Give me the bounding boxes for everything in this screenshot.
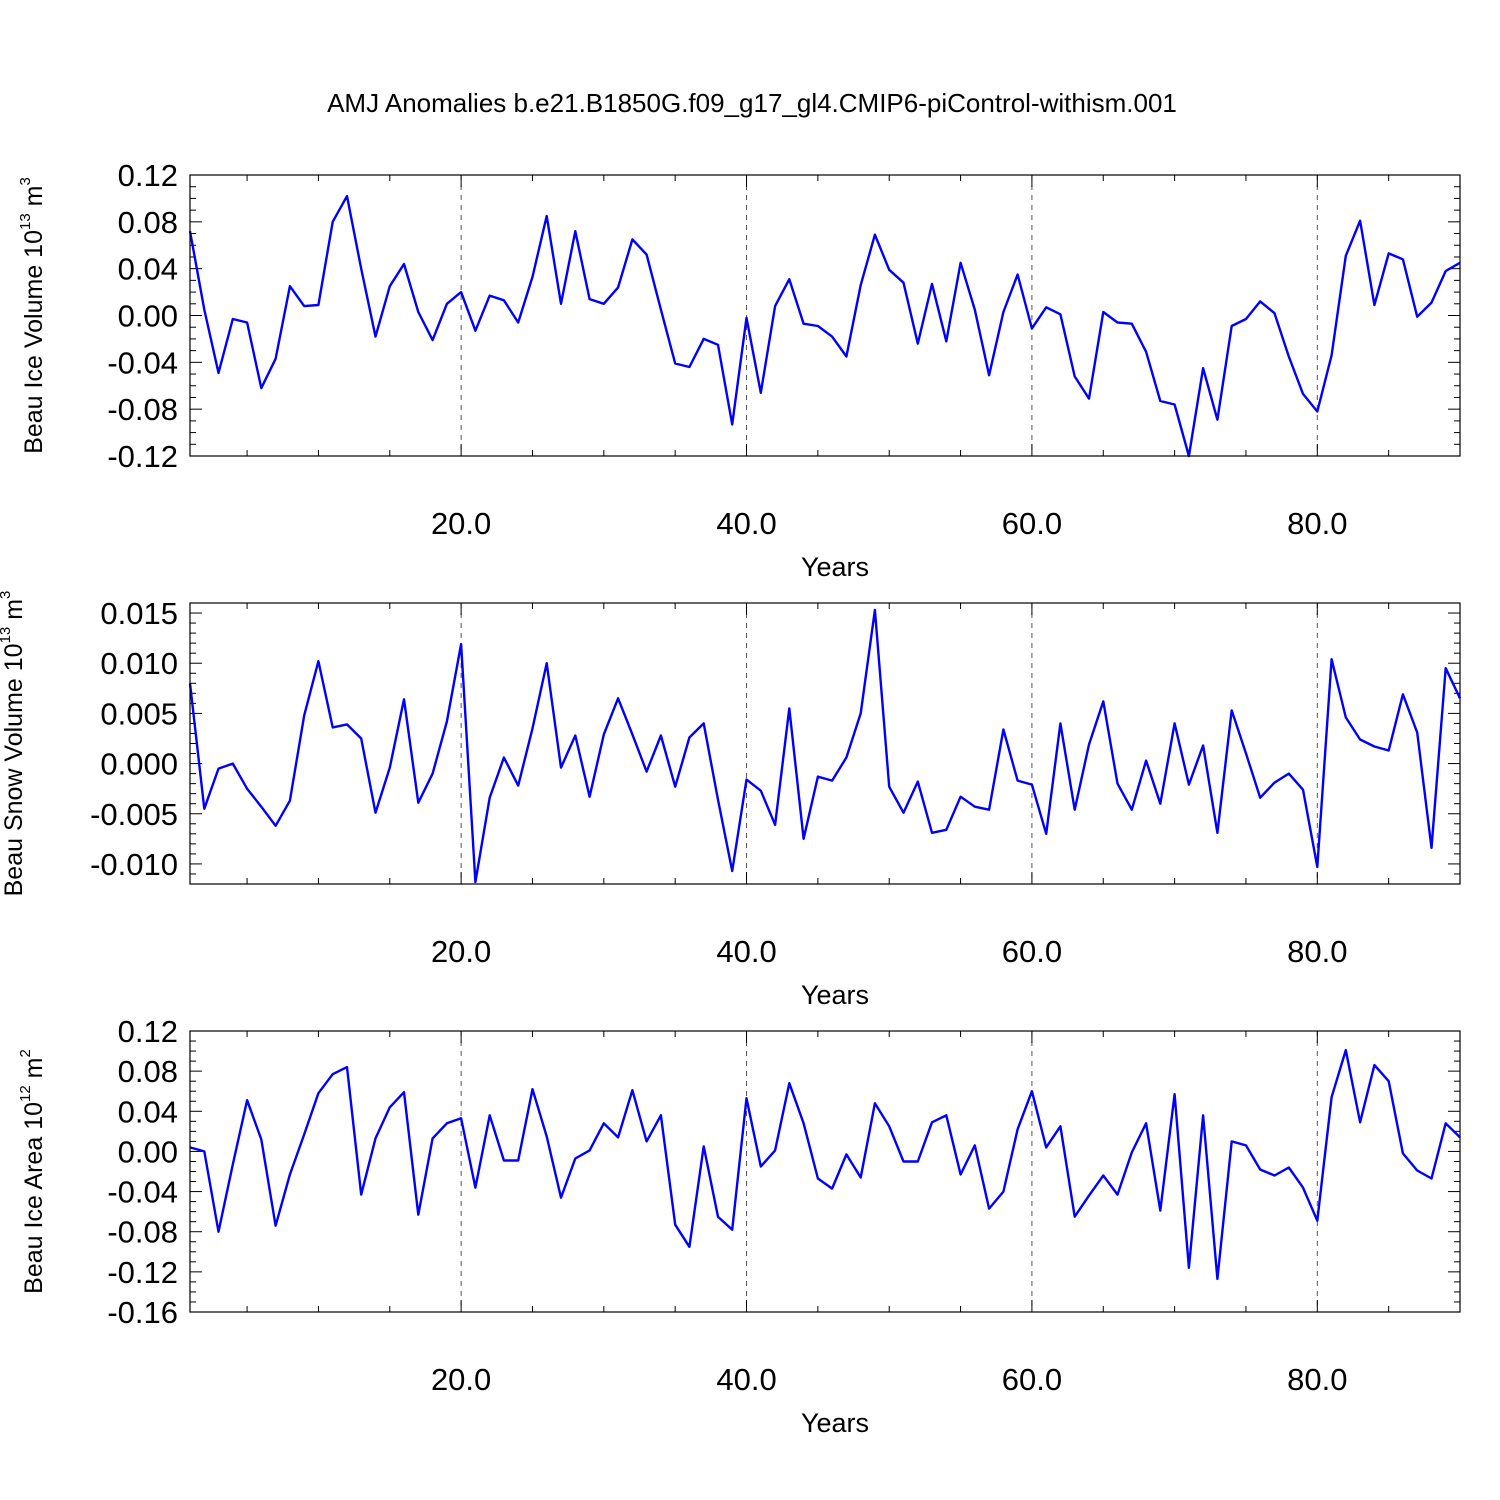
snow-volume-y-tick-label: 0.010: [100, 646, 178, 681]
snow-volume-x-tick-label: 60.0: [1002, 934, 1062, 969]
snow-volume-y-tick-label: 0.015: [100, 596, 178, 631]
ice-area-x-tick-label: 20.0: [431, 1362, 491, 1397]
ice-area-y-tick-label: -0.08: [107, 1215, 178, 1250]
ice-area-panel: -0.16 -0.12 -0.08 -0.04 0.00 0.04 0.08 0.12 20.0…: [17, 1014, 1461, 1438]
ice-area-y-tick-label: -0.12: [107, 1255, 178, 1290]
ice-area-x-axis-label: Years: [801, 1408, 869, 1438]
ice-volume-y-tick-label: 0.12: [118, 158, 178, 193]
snow-volume-y-axis-label: Beau Snow Volume 1013 m3: [0, 591, 28, 897]
ice-volume-y-tick-label: -0.04: [107, 345, 178, 380]
ice-volume-y-tick-label: -0.08: [107, 392, 178, 427]
snow-volume-x-axis-label: Years: [801, 980, 869, 1010]
ice-volume-x-tick-label: 40.0: [716, 506, 776, 541]
ice-volume-x-tick-label: 80.0: [1287, 506, 1347, 541]
ice-area-x-tick-label: 60.0: [1002, 1362, 1062, 1397]
snow-volume-x-tick-label: 20.0: [431, 934, 491, 969]
ice-area-y-tick-label: 0.08: [118, 1054, 178, 1089]
ice-volume-y-axis-label: Beau Ice Volume 1013 m3: [17, 177, 48, 454]
snow-volume-panel: -0.010 -0.005 0.000 0.005 0.010 0.015 20.0 40.0…: [0, 591, 1462, 1010]
snow-volume-y-tick-label: 0.000: [100, 747, 178, 782]
snow-volume-series-line: [188, 608, 1462, 884]
ice-volume-series-line: [188, 194, 1461, 458]
ice-volume-panel: -0.12 -0.08 -0.04 0.00 0.04 0.08 0.12 20.0 40.0 6…: [17, 158, 1461, 582]
ice-volume-x-tick-label: 20.0: [431, 506, 491, 541]
ice-area-y-axis-label: Beau Ice Area 1012 m2: [17, 1049, 48, 1294]
ice-area-y-tick-label: 0.04: [118, 1094, 178, 1129]
ice-area-y-tick-label: -0.04: [107, 1175, 178, 1210]
snow-volume-x-tick-label: 40.0: [716, 934, 776, 969]
snow-volume-x-tick-label: 80.0: [1287, 934, 1347, 969]
snow-volume-y-tick-label: -0.005: [90, 797, 178, 832]
ice-volume-plot-frame: [189, 174, 1461, 457]
ice-volume-y-tick-label: 0.00: [118, 299, 178, 334]
figure-title: AMJ Anomalies b.e21.B1850G.f09_g17_gl4.C…: [327, 88, 1177, 118]
ice-area-y-tick-label: -0.16: [107, 1295, 178, 1330]
snow-volume-plot-frame: [189, 602, 1461, 885]
ice-area-plot-frame: [189, 1030, 1461, 1313]
ice-area-y-tick-label: 0.12: [118, 1014, 178, 1049]
ice-area-y-tick-label: 0.00: [118, 1134, 178, 1169]
snow-volume-y-tick-label: 0.005: [100, 696, 178, 731]
ice-volume-y-tick-label: -0.12: [107, 439, 178, 474]
ice-area-x-tick-label: 40.0: [716, 1362, 776, 1397]
ice-area-series-line: [189, 1048, 1461, 1281]
ice-volume-y-tick-label: 0.04: [118, 252, 178, 287]
ice-volume-x-tick-label: 60.0: [1002, 506, 1062, 541]
ice-area-x-tick-label: 80.0: [1287, 1362, 1347, 1397]
ice-volume-y-tick-label: 0.08: [118, 205, 178, 240]
snow-volume-y-tick-label: -0.010: [90, 847, 178, 882]
ice-volume-x-axis-label: Years: [801, 552, 869, 582]
